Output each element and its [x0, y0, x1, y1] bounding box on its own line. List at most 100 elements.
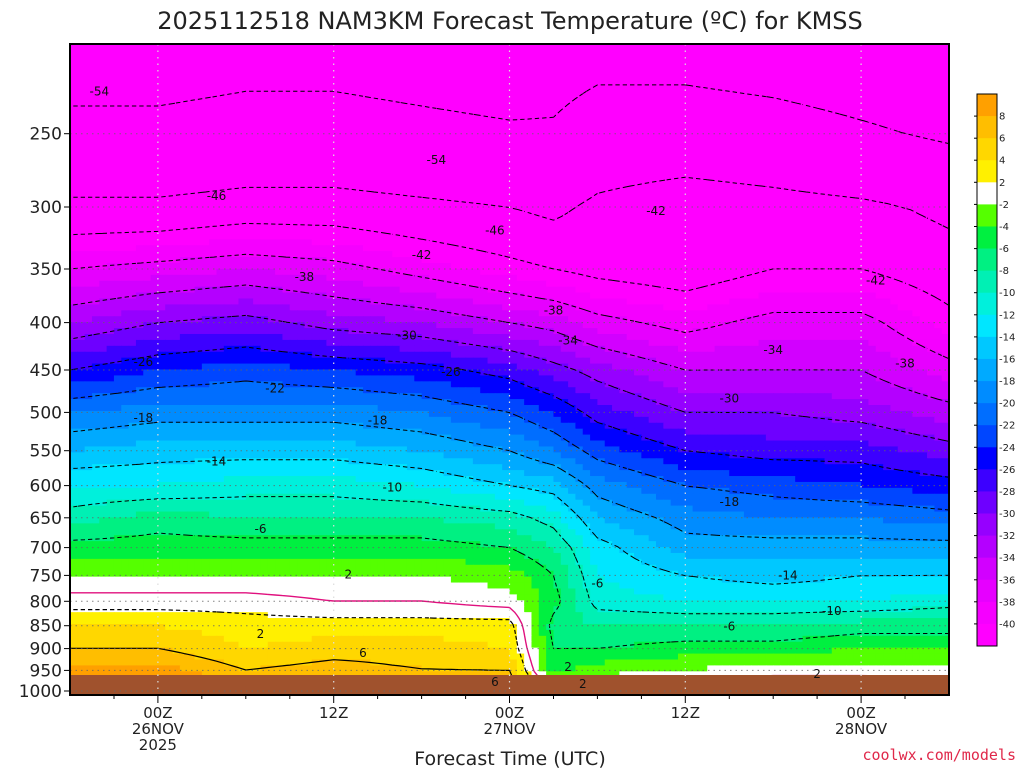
field-cell — [326, 251, 335, 258]
field-cell — [179, 180, 188, 187]
field-cell — [699, 268, 708, 276]
field-cell — [487, 274, 496, 282]
field-cell — [590, 73, 598, 81]
field-cell — [502, 174, 511, 181]
field-cell — [494, 168, 503, 175]
field-cell — [758, 239, 767, 246]
field-cell — [516, 191, 525, 199]
field-cell — [399, 262, 408, 270]
field-cell — [172, 286, 181, 294]
field-cell — [941, 79, 949, 87]
field-cell — [590, 262, 598, 270]
field-cell — [824, 138, 833, 146]
field-cell — [172, 44, 181, 51]
field-cell — [421, 268, 430, 276]
field-cell — [99, 61, 108, 69]
field-cell — [436, 109, 445, 116]
field-cell — [604, 215, 613, 223]
field-cell — [428, 191, 437, 199]
field-cell — [179, 251, 188, 258]
field-cell — [275, 197, 284, 205]
field-cell — [289, 156, 298, 163]
field-cell — [802, 61, 811, 69]
field-cell — [765, 180, 774, 187]
field-cell — [831, 73, 840, 81]
field-cell — [919, 115, 928, 122]
field-cell — [795, 85, 804, 92]
field-cell — [780, 156, 789, 163]
field-cell — [707, 156, 716, 163]
field-cell — [348, 286, 357, 294]
field-cell — [502, 245, 511, 252]
field-cell — [333, 286, 342, 294]
field-cell — [824, 67, 833, 75]
field-cell — [912, 245, 921, 252]
field-cell — [179, 268, 188, 276]
field-cell — [721, 67, 730, 75]
field-cell — [260, 138, 269, 146]
field-cell — [370, 132, 379, 140]
field-cell — [714, 174, 723, 181]
field-cell — [597, 61, 606, 69]
field-cell — [245, 227, 254, 234]
field-cell — [795, 262, 804, 270]
field-cell — [128, 156, 137, 163]
field-cell — [663, 227, 672, 234]
field-cell — [70, 227, 78, 234]
field-cell — [721, 268, 730, 276]
field-cell — [934, 174, 943, 181]
field-cell — [524, 245, 533, 252]
field-cell — [216, 209, 225, 217]
field-cell — [795, 126, 804, 134]
field-cell — [890, 186, 899, 193]
field-cell — [341, 49, 349, 57]
field-cell — [568, 262, 577, 270]
field-cell — [502, 221, 511, 229]
field-cell — [670, 186, 679, 193]
field-cell — [780, 239, 789, 246]
field-cell — [590, 67, 598, 75]
field-cell — [113, 109, 122, 116]
field-cell — [465, 262, 474, 270]
field-cell — [619, 197, 628, 205]
field-cell — [663, 274, 672, 282]
field-cell — [179, 168, 188, 175]
field-cell — [414, 115, 423, 122]
field-cell — [355, 262, 364, 270]
field-cell — [927, 49, 935, 57]
field-cell — [201, 156, 210, 163]
field-cell — [897, 120, 906, 128]
field-cell — [861, 97, 870, 104]
field-cell — [590, 280, 598, 288]
field-cell — [194, 85, 203, 92]
field-cell — [267, 233, 276, 240]
field-cell — [150, 209, 159, 217]
field-cell — [472, 61, 481, 69]
field-cell — [677, 55, 686, 63]
field-cell — [619, 132, 628, 140]
field-cell — [634, 85, 642, 92]
field-cell — [260, 85, 269, 92]
field-cell — [406, 132, 415, 140]
field-cell — [619, 257, 628, 264]
field-cell — [824, 268, 833, 276]
field-cell — [91, 115, 100, 122]
field-cell — [905, 191, 913, 199]
field-cell — [238, 191, 247, 199]
field-cell — [231, 274, 240, 282]
field-cell — [553, 91, 562, 98]
field-cell — [326, 262, 335, 270]
field-cell — [795, 120, 804, 128]
field-cell — [341, 191, 349, 199]
field-cell — [179, 227, 188, 234]
field-cell — [319, 186, 327, 193]
field-cell — [399, 67, 408, 75]
field-cell — [260, 91, 269, 98]
field-cell — [531, 97, 540, 104]
field-cell — [275, 280, 284, 288]
field-cell — [70, 257, 78, 264]
field-cell — [363, 280, 371, 288]
field-cell — [685, 162, 694, 169]
field-cell — [817, 227, 826, 234]
field-cell — [436, 251, 445, 258]
